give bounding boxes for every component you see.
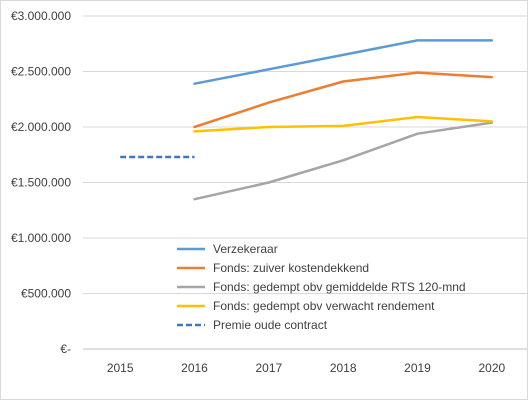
- x-tick-label: 2020: [478, 361, 505, 375]
- y-tick-label: €1.000.000: [11, 231, 71, 245]
- y-tick-label: €500.000: [21, 287, 71, 301]
- series-lines: [120, 39, 494, 201]
- x-axis-tick-labels: 2015 2016 2017 2018 2019 2020: [107, 361, 506, 375]
- y-tick-label: €2.000.000: [11, 120, 71, 134]
- legend-label: Fonds: gedempt obv verwacht rendement: [213, 299, 435, 313]
- legend-label: Verzekeraar: [213, 242, 278, 256]
- legend-label: Fonds: zuiver kostendekkend: [213, 261, 369, 275]
- x-tick-label: 2015: [107, 361, 134, 375]
- y-tick-label: €2.500.000: [11, 65, 71, 79]
- x-tick-label: 2018: [330, 361, 357, 375]
- series-line: [193, 71, 494, 129]
- legend-label: Premie oude contract: [213, 318, 328, 332]
- y-tick-label: €-: [60, 342, 71, 356]
- legend: Verzekeraar Fonds: zuiver kostendekkend Fo…: [177, 242, 466, 332]
- x-tick-label: 2019: [404, 361, 431, 375]
- legend-label: Fonds: gedempt obv gemiddelde RTS 120-mn…: [213, 280, 466, 294]
- series-line: [193, 121, 494, 201]
- x-tick-label: 2017: [255, 361, 282, 375]
- y-axis-tick-labels: €- €500.000 €1.000.000 €1.500.000 €2.000.000…: [11, 9, 71, 356]
- series-line: [193, 115, 494, 133]
- series-line: [193, 39, 494, 85]
- y-tick-label: €3.000.000: [11, 9, 71, 23]
- y-tick-label: €1.500.000: [11, 176, 71, 190]
- x-tick-label: 2016: [181, 361, 208, 375]
